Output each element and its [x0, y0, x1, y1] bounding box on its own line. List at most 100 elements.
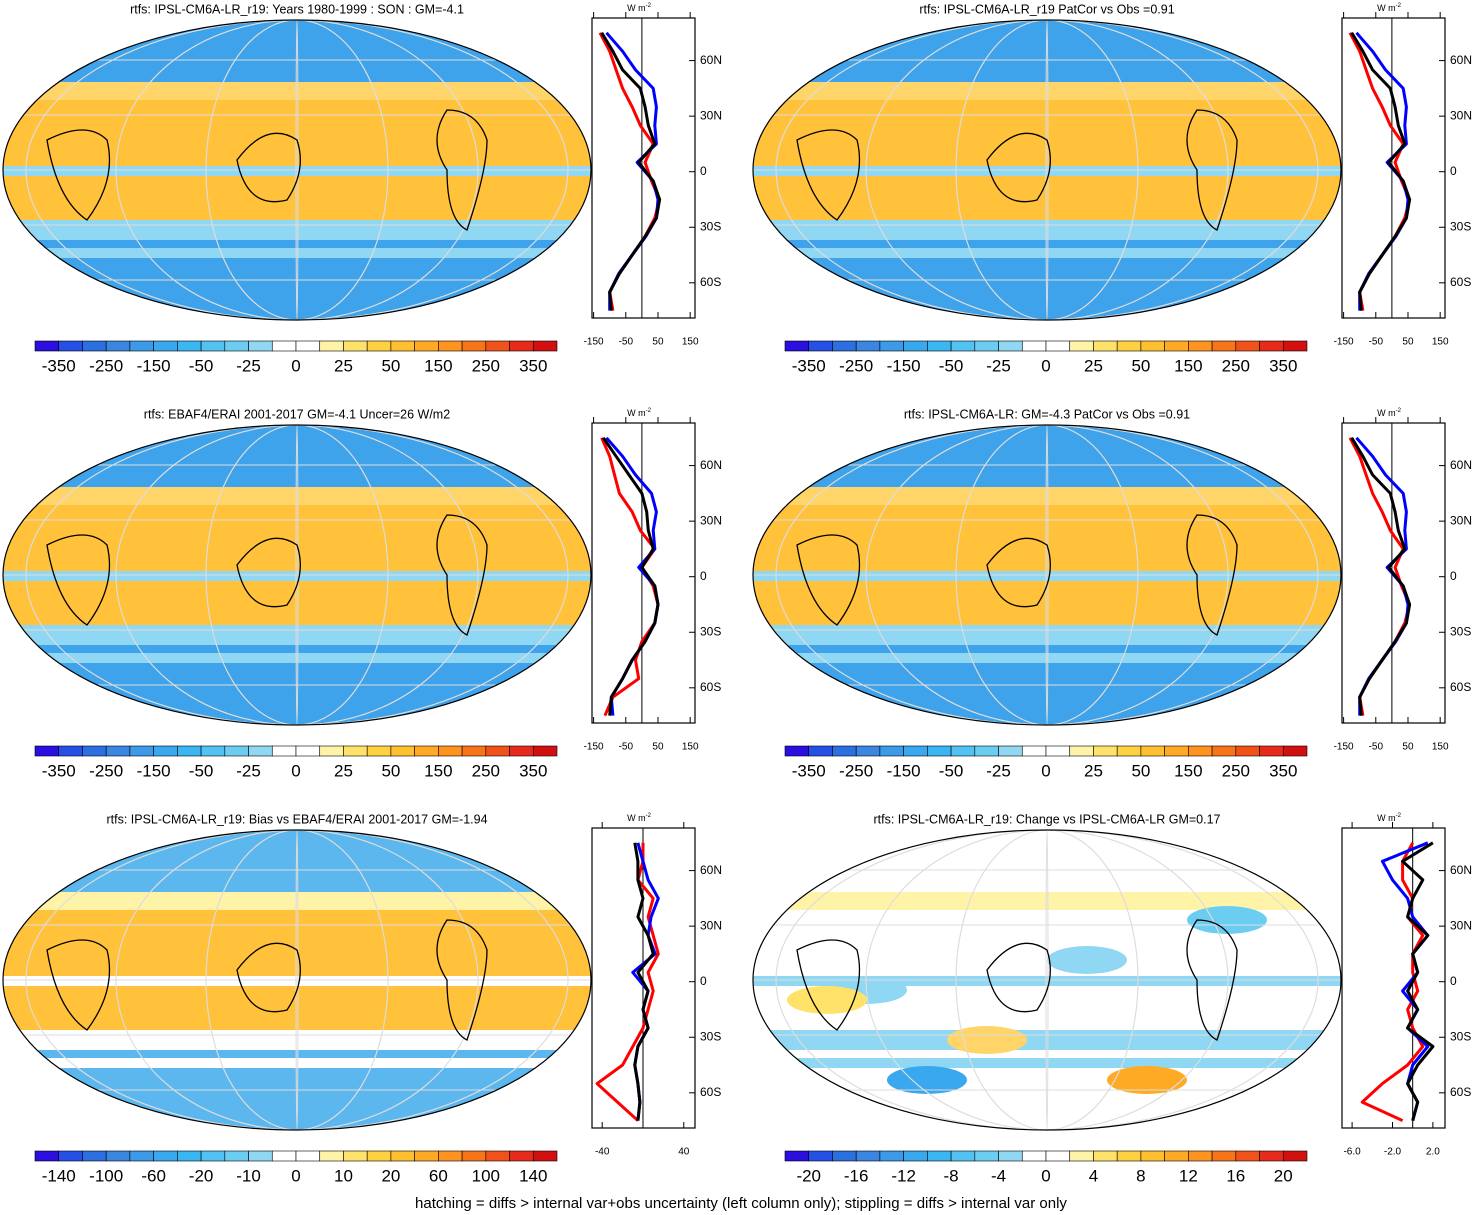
colorbar-swatch — [1188, 340, 1213, 352]
colorbar-swatch — [532, 1150, 558, 1162]
colorbar-label: 0 — [291, 356, 300, 375]
colorbar-label: -25 — [986, 761, 1011, 780]
colorbar-swatch — [950, 340, 976, 352]
colorbar-label: 350 — [1269, 761, 1297, 780]
colorbar-label: 350 — [1269, 356, 1297, 375]
colorbar-label: 50 — [381, 761, 400, 780]
colorbar-swatch — [879, 1150, 904, 1162]
map-band — [3, 976, 591, 986]
colorbar-label: -10 — [236, 1166, 261, 1185]
coastline — [436, 919, 488, 1041]
y-tick-label: 30S — [700, 1029, 721, 1043]
map-border — [2, 19, 592, 321]
coastline — [796, 939, 861, 1031]
colorbar-label: 250 — [472, 761, 500, 780]
colorbar-swatch — [82, 1150, 107, 1162]
map-band — [753, 892, 1341, 910]
panel-title: rtfs: IPSL-CM6A-LR: GM=-4.3 PatCor vs Ob… — [904, 407, 1190, 421]
map-band — [3, 625, 591, 645]
map-band — [753, 625, 1341, 645]
coastline — [986, 132, 1051, 203]
colorbar-swatch — [319, 745, 344, 757]
colorbar-label: -20 — [796, 1166, 821, 1185]
colorbar-swatch — [34, 745, 60, 757]
colorbar-label: -60 — [141, 1166, 166, 1185]
colorbar-swatch — [832, 340, 857, 352]
x-tick-label: -150 — [584, 742, 604, 753]
map-band — [3, 220, 591, 240]
colorbar-swatch — [153, 745, 178, 757]
colorbar-swatch — [248, 745, 273, 757]
colorbar-swatch — [927, 745, 952, 757]
map-band — [3, 910, 591, 1040]
coastline — [796, 129, 861, 221]
graticule — [205, 830, 389, 1130]
colorbar-swatch — [58, 340, 83, 352]
map-band — [753, 220, 1341, 240]
map-band — [3, 248, 591, 258]
colorbar-swatch — [414, 1150, 439, 1162]
colorbar-label: -350 — [792, 356, 826, 375]
coastline — [236, 132, 301, 203]
map-patch — [887, 1066, 967, 1094]
profile-line — [1348, 437, 1412, 716]
colorbar-swatch — [1021, 1150, 1047, 1162]
colorbar-label: -25 — [236, 356, 261, 375]
map-border — [2, 424, 592, 726]
footnote: hatching = diffs > internal var+obs unce… — [415, 1195, 1067, 1212]
x-tick-label: -50 — [1369, 337, 1384, 348]
y-tick-label: 30N — [1450, 918, 1472, 932]
coastline — [236, 537, 301, 608]
x-tick-label: -50 — [1369, 742, 1384, 753]
graticule — [205, 425, 389, 725]
colorbar-label: 250 — [472, 356, 500, 375]
coastline — [1186, 514, 1238, 636]
profile-line — [1350, 437, 1412, 716]
profile-line — [1380, 841, 1430, 1121]
colorbar-label: 150 — [424, 761, 452, 780]
x-tick-label: -2.0 — [1384, 1147, 1402, 1158]
colorbar-swatch — [1164, 745, 1189, 757]
graticule — [25, 20, 569, 320]
colorbar-swatch — [438, 745, 463, 757]
colorbar-label: -20 — [189, 1166, 214, 1185]
map — [753, 830, 1341, 1130]
colorbar-swatch — [485, 1150, 510, 1162]
colorbar-swatch — [974, 745, 999, 757]
colorbar-swatch — [485, 745, 510, 757]
colorbar-label: 50 — [1131, 761, 1150, 780]
graticule — [955, 20, 1139, 320]
colorbar-swatch — [1211, 1150, 1237, 1162]
graticule — [295, 425, 299, 725]
colorbar-label: 4 — [1089, 1166, 1098, 1185]
profile-frame — [591, 17, 696, 319]
colorbar-swatch — [1021, 340, 1047, 352]
colorbar-label: 100 — [472, 1166, 500, 1185]
colorbar-swatch — [319, 340, 344, 352]
colorbar-swatch — [390, 340, 415, 352]
colorbar-label: 0 — [1041, 1166, 1050, 1185]
map-patch — [947, 1026, 1027, 1054]
unit-label: W m-2 — [1377, 408, 1401, 419]
colorbar-swatch — [784, 745, 810, 757]
profile-line — [602, 436, 660, 716]
x-tick-label: 50 — [1402, 337, 1414, 348]
map-band — [753, 1030, 1341, 1050]
x-tick-label: 50 — [652, 337, 664, 348]
colorbar-swatch — [1069, 1150, 1094, 1162]
colorbar-swatch — [343, 1150, 368, 1162]
profile-frame — [1341, 17, 1446, 319]
colorbar-swatch — [414, 340, 439, 352]
colorbar-swatch — [1045, 1150, 1071, 1162]
colorbar-swatch — [832, 745, 857, 757]
colorbar-swatch — [82, 340, 107, 352]
colorbar-label: 150 — [1174, 761, 1202, 780]
map-border — [752, 424, 1342, 726]
colorbar-swatch — [343, 340, 368, 352]
colorbar-swatch — [998, 1150, 1023, 1162]
colorbar-swatch — [295, 745, 321, 757]
colorbar-label: -140 — [42, 1166, 76, 1185]
colorbar-swatch — [509, 745, 534, 757]
profile-line — [1355, 31, 1410, 311]
colorbar-swatch — [808, 1150, 833, 1162]
